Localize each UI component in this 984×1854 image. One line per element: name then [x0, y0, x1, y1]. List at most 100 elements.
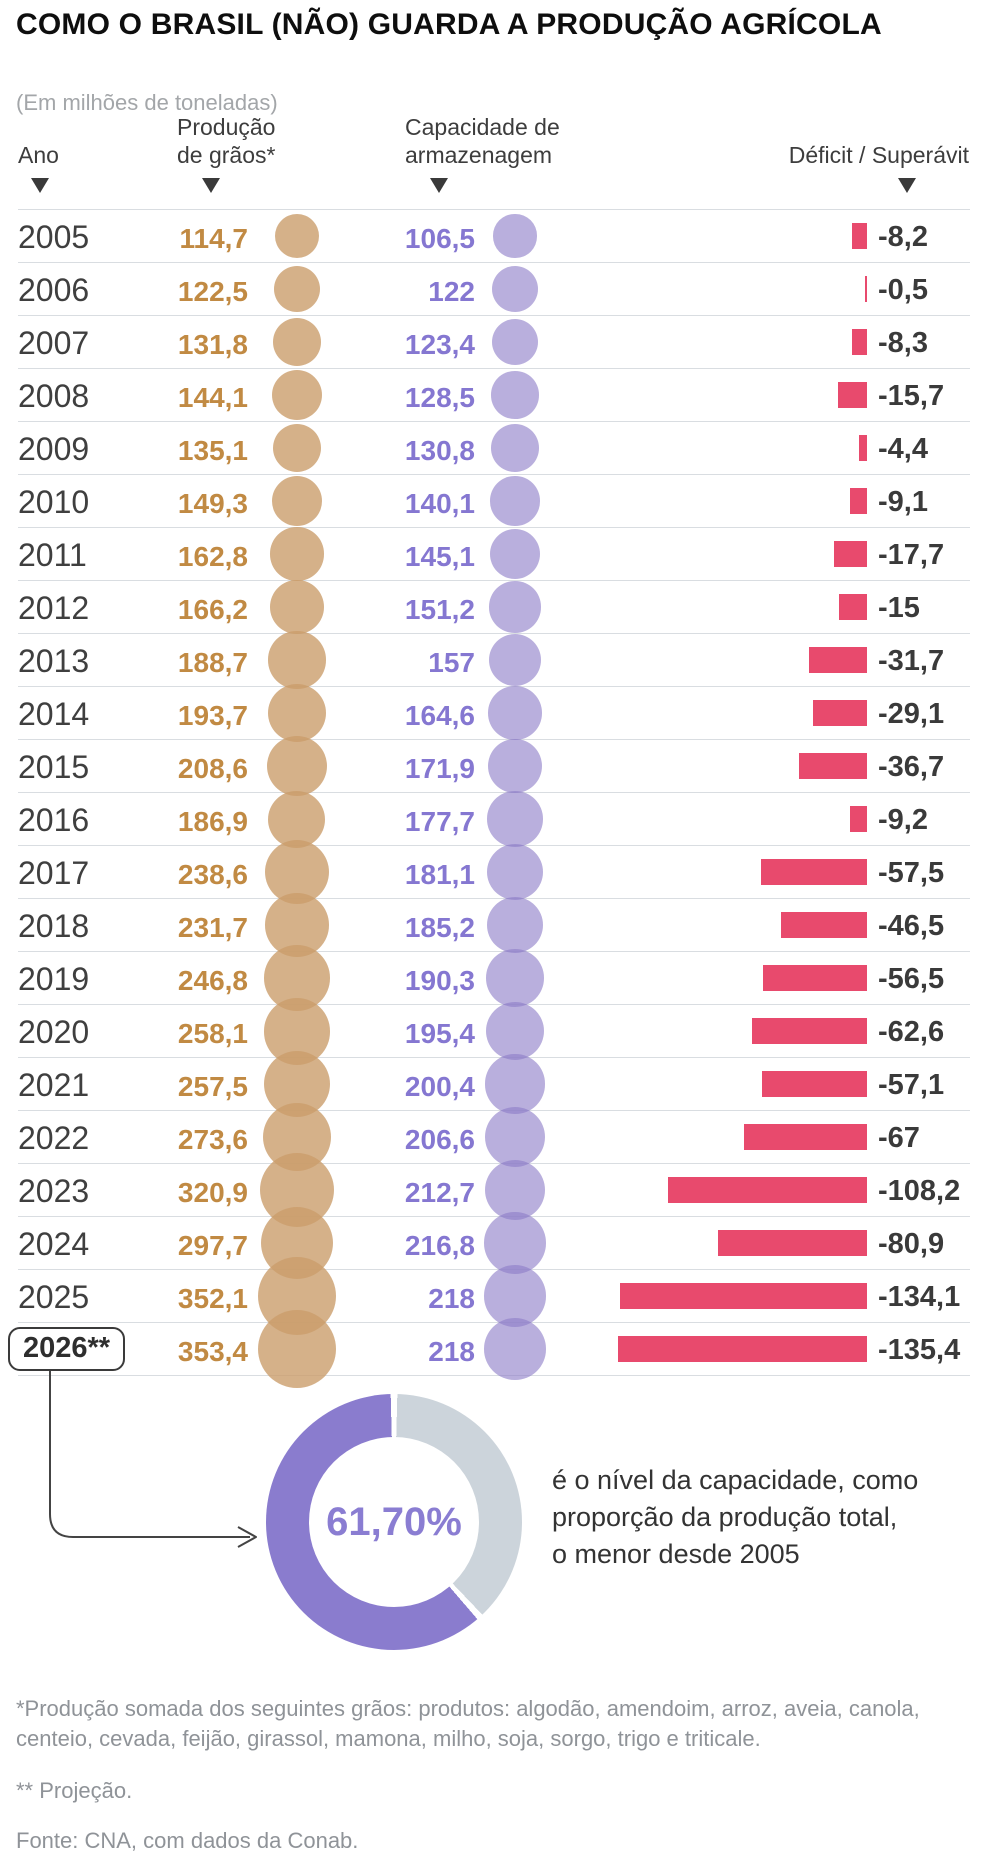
production-circle — [274, 213, 320, 259]
table-row: 2014 193,7 164,6 -29,1 — [18, 683, 970, 743]
capacity-circle — [487, 738, 543, 794]
table-row: 2019 246,8 190,3 -56,5 — [18, 945, 970, 1011]
capacity-circle — [491, 424, 539, 472]
column-header-production: Produção de grãos* — [177, 114, 276, 168]
capacity-circle — [484, 1159, 546, 1221]
production-value: 231,7 — [177, 912, 248, 943]
deficit-value: -56,5 — [878, 963, 945, 995]
production-value: 114,7 — [179, 223, 248, 254]
capacity-value: 106,5 — [404, 223, 475, 254]
table-row: 2010 149,3 140,1 -9,1 — [18, 474, 970, 527]
column-marker-icon — [202, 178, 220, 193]
production-circle — [272, 423, 322, 473]
capacity-value: 130,8 — [404, 435, 475, 466]
production-value: 257,5 — [177, 1071, 248, 1102]
deficit-bar — [834, 541, 867, 567]
production-circle — [268, 631, 326, 689]
year-label: 2006 — [18, 272, 90, 308]
table-row: 2026** 353,4 218 -135,4 — [8, 1309, 970, 1389]
deficit-value: -0,5 — [878, 274, 928, 306]
year-label: 2024 — [18, 1226, 90, 1262]
year-label: 2015 — [18, 749, 90, 785]
capacity-circle — [491, 265, 539, 313]
year-label: 2022 — [18, 1120, 90, 1156]
capacity-circle — [491, 371, 539, 419]
deficit-bar — [763, 965, 867, 991]
column-header-deficit: Déficit / Superávit — [788, 142, 969, 168]
capacity-value: 212,7 — [404, 1177, 475, 1208]
deficit-value: -57,5 — [878, 857, 945, 889]
production-value: 166,2 — [177, 594, 248, 625]
deficit-value: -8,3 — [878, 327, 928, 359]
production-value: 258,1 — [177, 1018, 248, 1049]
capacity-value: 218 — [428, 1283, 475, 1314]
deficit-bar — [761, 1071, 867, 1097]
column-marker-icon — [430, 178, 448, 193]
deficit-bar — [839, 594, 867, 620]
deficit-value: -80,9 — [878, 1228, 945, 1260]
table-row: 2024 297,7 216,8 -80,9 — [18, 1207, 970, 1279]
deficit-value: -57,1 — [878, 1069, 945, 1101]
production-circle — [257, 1309, 337, 1389]
year-label: 2009 — [18, 431, 90, 467]
deficit-bar — [667, 1177, 867, 1203]
footnote-projection: ** Projeção. — [16, 1778, 133, 1803]
table-row: 2005 114,7 106,5 -8,2 — [18, 209, 970, 262]
capacity-value: 185,2 — [404, 912, 475, 943]
deficit-value: -134,1 — [878, 1281, 961, 1313]
column-marker-icon — [31, 178, 49, 193]
capacity-circle — [493, 214, 537, 258]
source-note: Fonte: CNA, com dados da Conab. — [16, 1828, 359, 1853]
year-label: 2005 — [18, 219, 90, 255]
capacity-value: 216,8 — [404, 1230, 475, 1261]
deficit-value: -31,7 — [878, 645, 945, 677]
capacity-value: 145,1 — [404, 541, 475, 572]
capacity-value: 122 — [428, 276, 475, 307]
donut-chart: 61,70% — [266, 1394, 522, 1650]
capacity-value: 164,6 — [404, 700, 475, 731]
year-label: 2017 — [18, 855, 90, 891]
deficit-value: -8,2 — [878, 221, 928, 253]
production-value: 246,8 — [177, 965, 248, 996]
table-row: 2008 144,1 128,5 -15,7 — [18, 368, 970, 421]
table-row: 2009 135,1 130,8 -4,4 — [18, 421, 970, 474]
deficit-bar — [813, 700, 867, 726]
year-label: 2021 — [18, 1067, 90, 1103]
year-label: 2010 — [18, 484, 90, 520]
deficit-value: -9,1 — [878, 486, 928, 518]
capacity-value: 181,1 — [404, 859, 475, 890]
deficit-bar — [620, 1283, 867, 1309]
capacity-circle — [485, 1054, 545, 1114]
page-title: COMO O BRASIL (NÃO) GUARDA A PRODUÇÃO AG… — [16, 8, 882, 41]
production-circle — [271, 369, 323, 421]
capacity-circle — [484, 1318, 546, 1380]
year-label: 2016 — [18, 802, 90, 838]
deficit-value: -4,4 — [878, 433, 928, 465]
deficit-value: -67 — [878, 1122, 920, 1154]
deficit-bar — [851, 329, 867, 355]
table-row: 2016 186,9 177,7 -9,2 — [18, 790, 970, 848]
production-value: 273,6 — [177, 1124, 248, 1155]
year-label: 2008 — [18, 378, 90, 414]
production-value: 320,9 — [177, 1177, 248, 1208]
capacity-value: 140,1 — [404, 488, 475, 519]
column-header-year: Ano — [18, 142, 59, 168]
deficit-value: -36,7 — [878, 751, 945, 783]
year-label: 2012 — [18, 590, 90, 626]
deficit-bar — [838, 382, 867, 408]
year-label: 2019 — [18, 961, 90, 997]
production-circle — [267, 683, 326, 743]
deficit-bar — [851, 223, 867, 249]
table-row: 2011 162,8 145,1 -17,7 — [18, 527, 970, 581]
production-value: 149,3 — [177, 488, 248, 519]
capacity-circle — [486, 896, 544, 954]
production-value: 188,7 — [177, 647, 248, 678]
deficit-value: -46,5 — [878, 910, 945, 942]
table-row: 2017 238,6 181,1 -57,5 — [18, 839, 970, 905]
year-label: 2014 — [18, 696, 90, 732]
capacity-value: 171,9 — [404, 753, 475, 784]
table-row: 2007 131,8 123,4 -8,3 — [18, 315, 970, 368]
deficit-value: -9,2 — [878, 804, 928, 836]
production-value: 144,1 — [177, 382, 248, 413]
production-value: 122,5 — [177, 276, 248, 307]
